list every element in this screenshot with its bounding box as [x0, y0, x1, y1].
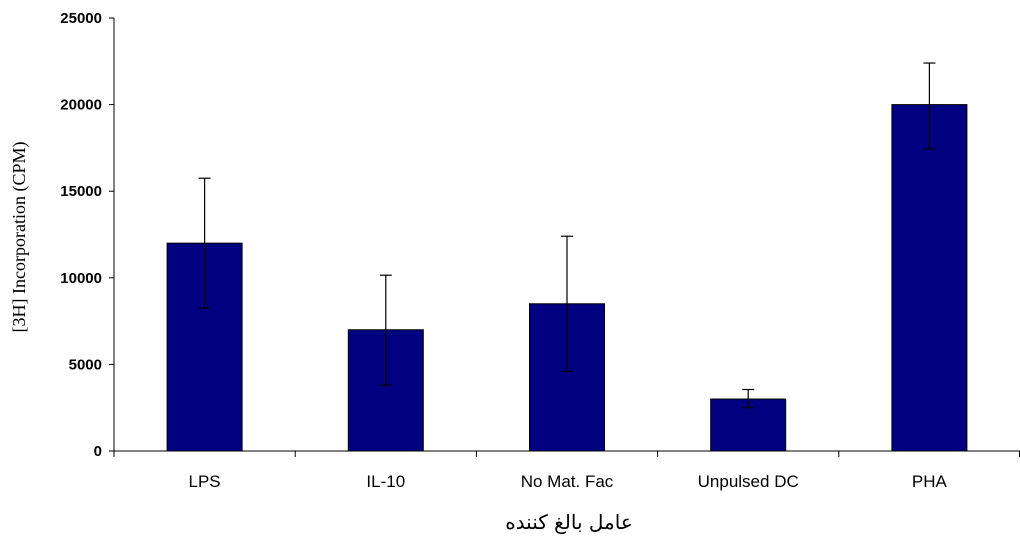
y-tick-label: 15000	[60, 183, 102, 200]
y-axis-label: [3H] Incorporation (CPM)	[9, 142, 30, 333]
x-axis-label: عامل بالغ کننده	[505, 510, 633, 534]
x-tick-label: No Mat. Fac	[521, 472, 614, 491]
x-tick-label: LPS	[189, 472, 221, 491]
x-tick-label: IL-10	[366, 472, 405, 491]
y-tick-label: 0	[94, 443, 102, 460]
y-tick-label: 10000	[60, 270, 102, 287]
y-tick-label: 25000	[60, 10, 102, 27]
y-tick-label: 5000	[69, 356, 102, 373]
x-tick-label: Unpulsed DC	[698, 472, 799, 491]
axes	[113, 18, 1020, 452]
y-tick-label: 20000	[60, 97, 102, 114]
y-axis-ticks: 0 5000 10000 15000 20000 25000	[60, 10, 114, 460]
bar	[891, 104, 968, 452]
x-tick-label: PHA	[912, 472, 948, 491]
error-bars	[198, 62, 936, 409]
x-axis-ticks: LPS IL-10 No Mat. Fac Unpulsed DC PHA	[113, 451, 1020, 491]
